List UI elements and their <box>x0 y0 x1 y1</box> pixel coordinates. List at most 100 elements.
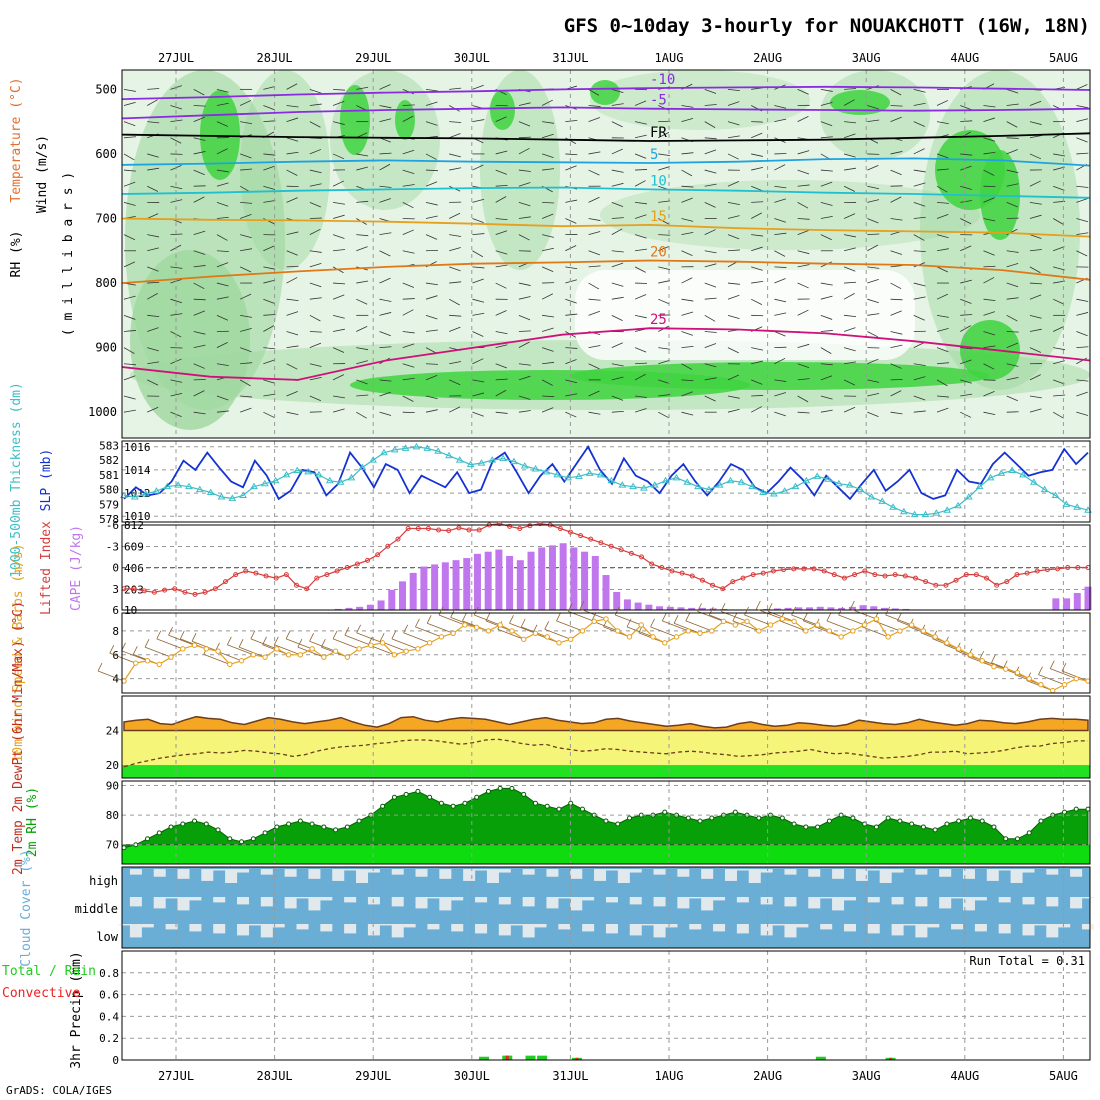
wind-speed-point <box>955 646 962 652</box>
thickness-point <box>759 488 767 496</box>
cloud-bar <box>641 924 654 926</box>
upper-wind-barb <box>170 379 183 383</box>
li-point <box>192 591 198 597</box>
rh-point <box>967 815 973 821</box>
thickness-point <box>1051 491 1060 498</box>
upper-wind-barb <box>704 183 717 187</box>
upper-wind-barb <box>565 298 577 304</box>
cape-bar <box>870 606 878 610</box>
upper-wind-barb <box>983 411 996 416</box>
cloud-bar <box>665 924 678 928</box>
cloud-bar <box>237 869 250 873</box>
upper-wind-barb <box>356 298 368 305</box>
upper-wind-barb <box>170 105 183 110</box>
wind-barb <box>297 646 324 658</box>
thickness-point <box>293 466 302 473</box>
wind-speed-point <box>297 652 304 658</box>
cloud-bar <box>546 897 559 909</box>
upper-wind-barb <box>588 265 601 268</box>
rh-base-band <box>122 844 1090 864</box>
upper-wind-barb <box>913 148 925 155</box>
upper-wind-barb <box>634 201 647 205</box>
cloud-bar <box>760 897 773 905</box>
upper-wind-barb <box>797 229 809 236</box>
wind-barb-flag <box>391 630 397 639</box>
li-point <box>456 525 462 531</box>
cloud-bar <box>736 869 749 871</box>
upper-wind-barb <box>611 363 624 367</box>
upper-wind-barb <box>843 266 856 272</box>
thickness-point <box>964 492 973 500</box>
wind-speed-point <box>650 634 656 640</box>
thickness-point <box>466 460 475 468</box>
wind-barb-flag <box>650 618 655 628</box>
cloud-bar <box>296 924 309 930</box>
isotherm-line <box>121 259 1091 284</box>
upper-wind-barb <box>263 411 275 418</box>
upper-wind-barb <box>913 182 926 187</box>
li-point <box>770 568 776 574</box>
cape-bar <box>506 555 514 610</box>
upper-wind-barb <box>681 277 693 284</box>
upper-wind-barb <box>634 347 647 353</box>
upper-wind-barb <box>797 218 810 220</box>
upper-wind-barb <box>750 298 763 305</box>
rh-dry-region <box>575 270 915 360</box>
thickness-tick-label: 581 <box>99 469 119 482</box>
upper-wind-barb <box>960 120 973 123</box>
cloud-bar <box>296 897 309 899</box>
li-point <box>212 586 218 592</box>
upper-wind-barb <box>425 181 438 187</box>
upper-wind-barb <box>797 202 809 209</box>
upper-wind-barb <box>263 185 276 190</box>
upper-wind-barb <box>681 379 694 382</box>
cloud-bar <box>891 924 904 936</box>
upper-wind-barb <box>518 136 531 139</box>
upper-wind-barb <box>774 312 787 316</box>
upper-wind-barb <box>518 410 531 413</box>
upper-wind-barb <box>936 201 950 204</box>
upper-wind-barb <box>681 152 694 155</box>
upper-wind-barb <box>588 117 600 123</box>
cape-bar <box>516 560 524 610</box>
upper-wind-barb <box>356 379 368 385</box>
wind-barb-flag <box>803 612 808 622</box>
upper-wind-barb <box>820 136 833 139</box>
rh-point <box>450 803 456 809</box>
cloud-bar <box>522 924 535 938</box>
upper-wind-barb <box>1076 298 1089 302</box>
li-point <box>253 570 259 576</box>
upper-wind-barb <box>936 153 949 159</box>
upper-wind-barb <box>286 277 298 284</box>
wind-barb <box>227 644 254 656</box>
cape-bar <box>795 607 803 610</box>
rh-point <box>544 803 550 809</box>
upper-wind-barb <box>774 198 787 203</box>
thickness-point <box>694 482 702 490</box>
upper-wind-barb <box>216 296 229 300</box>
wind-barb <box>238 646 266 658</box>
upper-wind-barb <box>1053 153 1066 157</box>
wind-barb <box>509 622 536 634</box>
cape-bar <box>484 551 492 610</box>
upper-wind-barb <box>518 234 530 241</box>
upper-wind-barb <box>936 168 950 171</box>
li-point <box>233 572 239 578</box>
upper-wind-barb <box>797 395 809 403</box>
upper-wind-barb <box>147 361 160 365</box>
upper-wind-barb <box>193 390 205 397</box>
cloud-bar <box>451 924 464 932</box>
upper-wind-barb <box>472 164 484 171</box>
thickness-tick-label: 583 <box>99 439 119 452</box>
upper-wind-barb <box>983 277 995 284</box>
upper-wind-barb <box>565 359 577 365</box>
cloud-bar <box>308 897 321 911</box>
upper-wind-barb <box>193 363 205 369</box>
date-label-top: 30JUL <box>454 51 490 65</box>
cape-bar <box>773 608 781 610</box>
li-point <box>781 567 787 573</box>
rh-shading-region <box>130 250 250 430</box>
upper-wind-barb <box>309 263 322 268</box>
upper-wind-barb <box>356 246 368 252</box>
